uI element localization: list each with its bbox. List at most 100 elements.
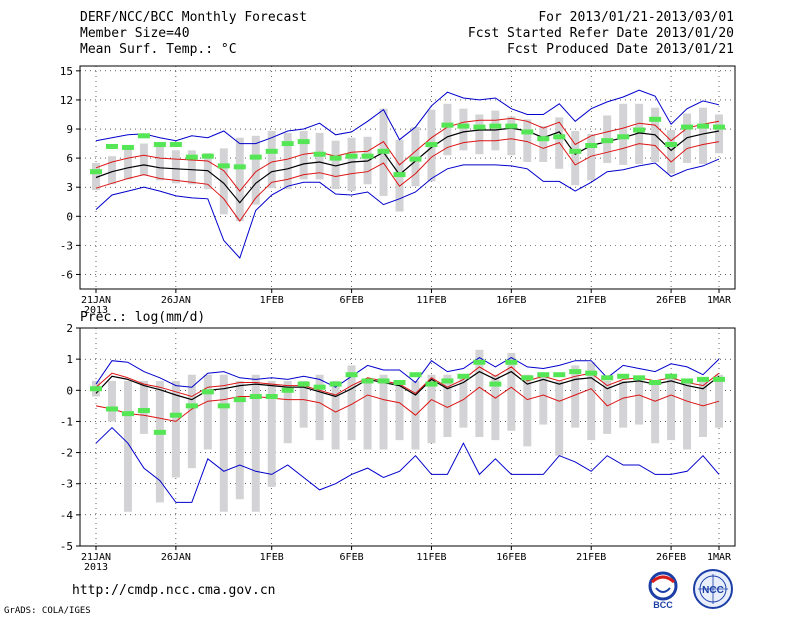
- temp-xtick-label: 11FEB: [416, 295, 446, 306]
- temp-ytick-label: 3: [66, 181, 73, 194]
- temp-median-marker: [681, 124, 694, 130]
- temp-xtick-label: 6FEB: [340, 295, 364, 306]
- temp-median-marker: [409, 156, 422, 162]
- precip-spread-box: [347, 365, 356, 441]
- precip-median-marker: [393, 380, 406, 385]
- variable-label: Mean Surf. Temp.: °C: [80, 42, 237, 57]
- temp-spread-box: [459, 108, 468, 151]
- precip-ytick-label: -3: [60, 478, 73, 491]
- precip-median-marker: [169, 412, 182, 418]
- precip-ytick-label: 0: [66, 384, 73, 397]
- precip-median-marker: [201, 389, 214, 395]
- temp-median-marker: [137, 133, 150, 139]
- precip-spread-box: [699, 380, 708, 437]
- precip-median-marker: [329, 381, 342, 387]
- temp-spread-box: [235, 137, 244, 222]
- temp-median-marker: [569, 148, 582, 154]
- temp-spread-box: [267, 130, 276, 189]
- precip-xtick-year: 2013: [84, 562, 108, 573]
- precip-median-marker: [90, 386, 102, 392]
- precip-mean-line: [95, 370, 720, 401]
- precip-xtick-label: 21FEB: [576, 552, 606, 563]
- precip-ytick-label: -1: [60, 415, 73, 428]
- temp-xtick-label: 1MAR: [707, 295, 732, 306]
- precip-median-marker: [281, 387, 294, 393]
- temp-spread-box: [587, 133, 596, 181]
- precip-median-marker: [521, 375, 534, 381]
- precip-spread-box: [267, 380, 276, 487]
- temp-plot-frame: [79, 65, 736, 290]
- precip-min-line: [95, 427, 720, 503]
- precip-median-marker: [697, 376, 710, 382]
- temp-median-marker: [713, 124, 725, 130]
- precip-spread-box: [507, 352, 516, 431]
- precip-median-marker: [249, 394, 262, 400]
- temp-spread-box: [139, 143, 148, 176]
- precip-median-marker: [425, 381, 438, 387]
- precip-median-marker: [585, 370, 598, 376]
- produced-date: Fcst Produced Date 2013/01/21: [507, 42, 734, 57]
- precip-median-marker: [409, 372, 422, 378]
- temp-spread-box: [107, 156, 116, 185]
- precip-median-marker: [569, 369, 582, 375]
- start-date: Fcst Started Refer Date 2013/01/20: [467, 26, 734, 41]
- temp-ytick-label: 0: [66, 210, 73, 223]
- precip-title: Prec.: log(mm/d): [80, 310, 206, 325]
- temp-spread-box: [251, 135, 260, 205]
- temp-median-marker: [121, 144, 134, 150]
- precip-spread-box: [107, 380, 116, 422]
- precip-spread-box: [619, 380, 628, 428]
- temp-max-line: [95, 89, 720, 145]
- precip-spread-box: [555, 380, 564, 456]
- precip-xtick-label: 21JAN: [81, 552, 111, 563]
- temp-spread-box: [635, 103, 644, 164]
- precip-median-marker: [377, 378, 390, 384]
- precip-median-marker: [713, 376, 725, 382]
- precip-spread-box: [523, 374, 532, 447]
- precip-spread-box: [651, 380, 660, 444]
- precip-spread-box: [539, 374, 548, 425]
- temp-median-marker: [489, 123, 502, 129]
- temp-xtick-year: 2013: [84, 305, 108, 316]
- temp-ytick-label: -3: [60, 239, 73, 252]
- temp-ytick-label: 12: [60, 94, 73, 107]
- temp-median-marker: [201, 153, 214, 159]
- precip-xtick-label: 11FEB: [416, 552, 446, 563]
- website-url[interactable]: http://cmdp.ncc.cma.gov.cn: [72, 583, 276, 598]
- precip-median-marker: [553, 372, 566, 378]
- precip-xtick-label: 6FEB: [340, 552, 364, 563]
- header-right: For 2013/01/21-2013/03/01 Fcst Started R…: [430, 10, 734, 58]
- temp-median-marker: [425, 142, 438, 148]
- temp-spread-box: [299, 130, 308, 180]
- temp-median-marker: [217, 163, 230, 169]
- precip-ytick-label: 2: [66, 322, 73, 335]
- precip-median-marker: [617, 373, 630, 379]
- precip-spread-box: [235, 380, 244, 500]
- precip-median-marker: [633, 375, 646, 381]
- temp-median-marker: [169, 142, 182, 148]
- precip-spread-box: [587, 362, 596, 441]
- temp-median-marker: [265, 148, 278, 154]
- temp-median-marker: [249, 154, 262, 160]
- precip-median-marker: [505, 359, 518, 365]
- ncc-logo-text: NCC: [702, 585, 724, 596]
- ncc-logo: NCC: [693, 569, 733, 609]
- precip-spread-box: [123, 380, 132, 512]
- temp-spread-box: [123, 145, 132, 180]
- precip-xtick-label: 16FEB: [496, 552, 526, 563]
- precip-ytick-label: -2: [60, 447, 73, 460]
- temp-median-marker: [553, 134, 566, 140]
- temp-median-marker: [377, 148, 390, 154]
- temp-spread-box: [347, 137, 356, 192]
- precip-median-marker: [601, 375, 614, 381]
- precip-median-marker: [457, 373, 470, 379]
- temp-xtick-label: 26JAN: [161, 295, 191, 306]
- precip-spread-box: [331, 380, 340, 450]
- temp-median-marker: [153, 142, 166, 148]
- temp-median-marker: [393, 172, 406, 178]
- temp-min-line: [95, 158, 720, 259]
- temp-spread-box: [699, 107, 708, 164]
- temp-xtick-label: 16FEB: [496, 295, 526, 306]
- temp-xtick-label: 21JAN: [81, 295, 111, 306]
